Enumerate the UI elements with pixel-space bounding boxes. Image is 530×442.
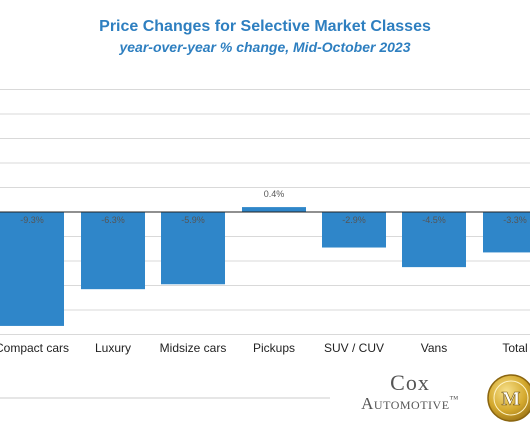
value-label: -5.9% bbox=[181, 215, 205, 225]
category-label: Midsize cars bbox=[160, 341, 227, 355]
value-labels: -9.3% -6.3% -5.9% 0.4% -2.9% -4.5% -3.3% bbox=[20, 189, 527, 225]
category-label: Total bbox=[502, 341, 527, 355]
logo-text-automotive: Automotive™ bbox=[340, 394, 480, 413]
value-label: 0.4% bbox=[264, 189, 285, 199]
chart-title: Price Changes for Selective Market Class… bbox=[99, 18, 431, 35]
seal-letter: M bbox=[502, 388, 521, 410]
logo-text-automotive-word: Automotive bbox=[361, 394, 450, 413]
value-label: -6.3% bbox=[101, 215, 125, 225]
category-labels: Compact cars Luxury Midsize cars Pickups SUV… bbox=[0, 341, 528, 355]
bar-compact-cars bbox=[0, 212, 64, 326]
manheim-seal-icon: M bbox=[487, 374, 530, 422]
bar-luxury bbox=[81, 212, 145, 290]
category-label: Luxury bbox=[95, 341, 131, 355]
bar-vans bbox=[402, 212, 466, 268]
bar-suv-cuv bbox=[322, 212, 386, 248]
bar-midsize-cars bbox=[161, 212, 225, 285]
cox-automotive-logo: Cox Automotive™ bbox=[340, 370, 480, 413]
chart-subtitle: year-over-year % change, Mid-October 202… bbox=[119, 39, 411, 55]
category-label: Pickups bbox=[253, 341, 295, 355]
category-label: Vans bbox=[421, 341, 447, 355]
bar-pickups bbox=[242, 207, 306, 212]
logo-text-cox: Cox bbox=[390, 370, 430, 395]
bars bbox=[0, 207, 530, 326]
value-label: -3.3% bbox=[503, 215, 527, 225]
value-label: -4.5% bbox=[422, 215, 446, 225]
value-label: -9.3% bbox=[20, 215, 44, 225]
value-label: -2.9% bbox=[342, 215, 366, 225]
trademark-symbol: ™ bbox=[449, 394, 459, 404]
category-label: SUV / CUV bbox=[324, 341, 384, 355]
bar-total bbox=[483, 212, 530, 253]
category-label: Compact cars bbox=[0, 341, 69, 355]
